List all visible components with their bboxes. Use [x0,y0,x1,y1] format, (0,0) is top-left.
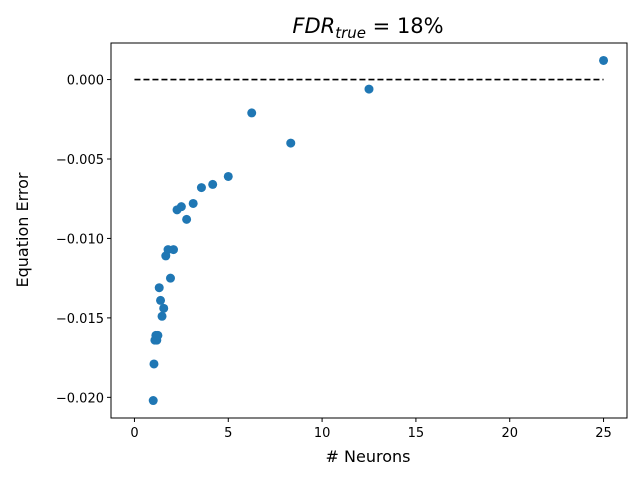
y-tick-label: 0.000 [67,74,104,89]
data-point-5 [153,330,163,340]
data-point-0 [148,396,158,406]
x-tick-label: 15 [408,426,425,441]
data-point-7 [156,295,166,305]
y-axis-label: Equation Error [13,172,32,287]
data-point-13 [168,245,178,255]
data-point-24 [599,55,609,65]
chart-title-subscript: true [335,24,366,42]
data-point-20 [223,171,233,181]
data-point-8 [157,311,167,321]
plot-frame [110,42,628,419]
y-axis: −0.020 −0.015 −0.010 −0.005 0.000 [56,74,111,406]
y-tick-label: −0.005 [56,153,104,168]
data-point-23 [364,84,374,94]
data-point-17 [188,198,198,208]
y-tick-label: −0.010 [56,232,104,247]
data-point-1 [149,359,159,369]
data-point-18 [196,183,206,193]
x-tick-label: 10 [314,426,331,441]
data-point-22 [286,138,296,148]
y-tick-label: −0.020 [56,391,104,406]
chart-title-base: FDR [292,14,335,38]
x-axis-label: # Neurons [326,447,411,466]
x-tick-label: 20 [501,426,518,441]
data-point-19 [208,179,218,189]
chart-title: FDRtrue = 18% [292,14,443,42]
data-point-12 [165,273,175,283]
data-point-21 [247,108,257,118]
chart-title-suffix: = 18% [366,14,444,38]
x-axis: 0 5 10 15 20 25 [130,418,612,441]
x-tick-label: 5 [224,426,232,441]
data-point-16 [182,214,192,224]
y-tick-label: −0.015 [56,312,104,327]
data-point-6 [154,283,164,293]
data-point-15 [176,202,186,212]
plot-content [134,55,609,406]
x-tick-label: 25 [595,426,612,441]
data-point-9 [159,303,169,313]
x-tick-label: 0 [130,426,138,441]
